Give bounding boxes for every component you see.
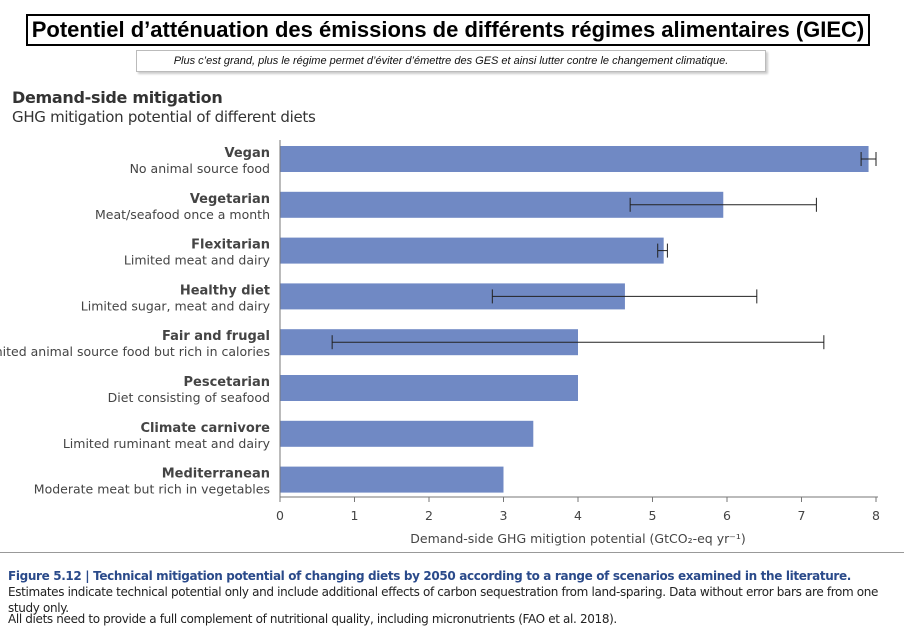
x-tick-label: 2 (425, 508, 433, 523)
category-name-flexitarian: Flexitarian (191, 238, 270, 253)
caption-lead: Figure 5.12 | Technical mitigation poten… (8, 569, 852, 583)
category-name-healthy-diet: Healthy diet (180, 283, 270, 298)
category-description-climate-carnivore: Limited ruminant meat and dairy (63, 436, 271, 451)
category-name-vegan: Vegan (225, 146, 271, 161)
x-tick-label: 1 (351, 508, 359, 523)
chart-title: Demand-side mitigation (12, 88, 223, 107)
category-description-mediterranean: Moderate meat but rich in vegetables (34, 482, 270, 497)
figure-caption: Figure 5.12 | Technical mitigation poten… (8, 568, 898, 616)
category-name-fair-and-frugal: Fair and frugal (162, 329, 270, 344)
bar-pescetarian (280, 375, 578, 401)
category-description-healthy-diet: Limited sugar, meat and dairy (81, 298, 271, 313)
category-description-pescetarian: Diet consisting of seafood (108, 390, 270, 405)
category-name-vegetarian: Vegetarian (190, 192, 270, 207)
category-name-mediterranean: Mediterranean (162, 467, 270, 482)
caption-divider (0, 552, 904, 553)
bar-flexitarian (280, 237, 664, 264)
bar-climate-carnivore (280, 420, 534, 447)
caption-body: Estimates indicate technical potential o… (8, 585, 879, 615)
page-title-box: Potentiel d’atténuation des émissions de… (26, 14, 870, 46)
category-name-climate-carnivore: Climate carnivore (140, 421, 270, 436)
x-tick-label: 3 (500, 508, 508, 523)
category-description-vegan: No animal source food (130, 161, 270, 176)
category-description-fair-and-frugal: Limited animal source food but rich in c… (0, 344, 270, 359)
category-description-flexitarian: Limited meat and dairy (124, 253, 271, 268)
x-tick-label: 8 (872, 508, 880, 523)
category-description-vegetarian: Meat/seafood once a month (95, 207, 270, 222)
x-tick-label: 6 (723, 508, 731, 523)
bar-vegan (280, 146, 869, 172)
x-tick-label: 0 (276, 508, 284, 523)
page-subtitle-box: Plus c’est grand, plus le régime permet … (136, 50, 766, 72)
page-subtitle: Plus c’est grand, plus le régime permet … (173, 55, 729, 67)
x-axis-title: Demand-side GHG mitigtion potential (GtC… (410, 531, 745, 546)
x-tick-label: 5 (649, 508, 657, 523)
category-name-pescetarian: Pescetarian (184, 375, 271, 390)
chart-subtitle: GHG mitigation potential of different di… (12, 108, 316, 126)
x-tick-label: 4 (574, 508, 582, 523)
x-tick-label: 7 (798, 508, 806, 523)
page-title: Potentiel d’atténuation des émissions de… (31, 17, 865, 42)
bar-mediterranean (280, 466, 504, 493)
caption-note: All diets need to provide a full complem… (8, 612, 617, 626)
